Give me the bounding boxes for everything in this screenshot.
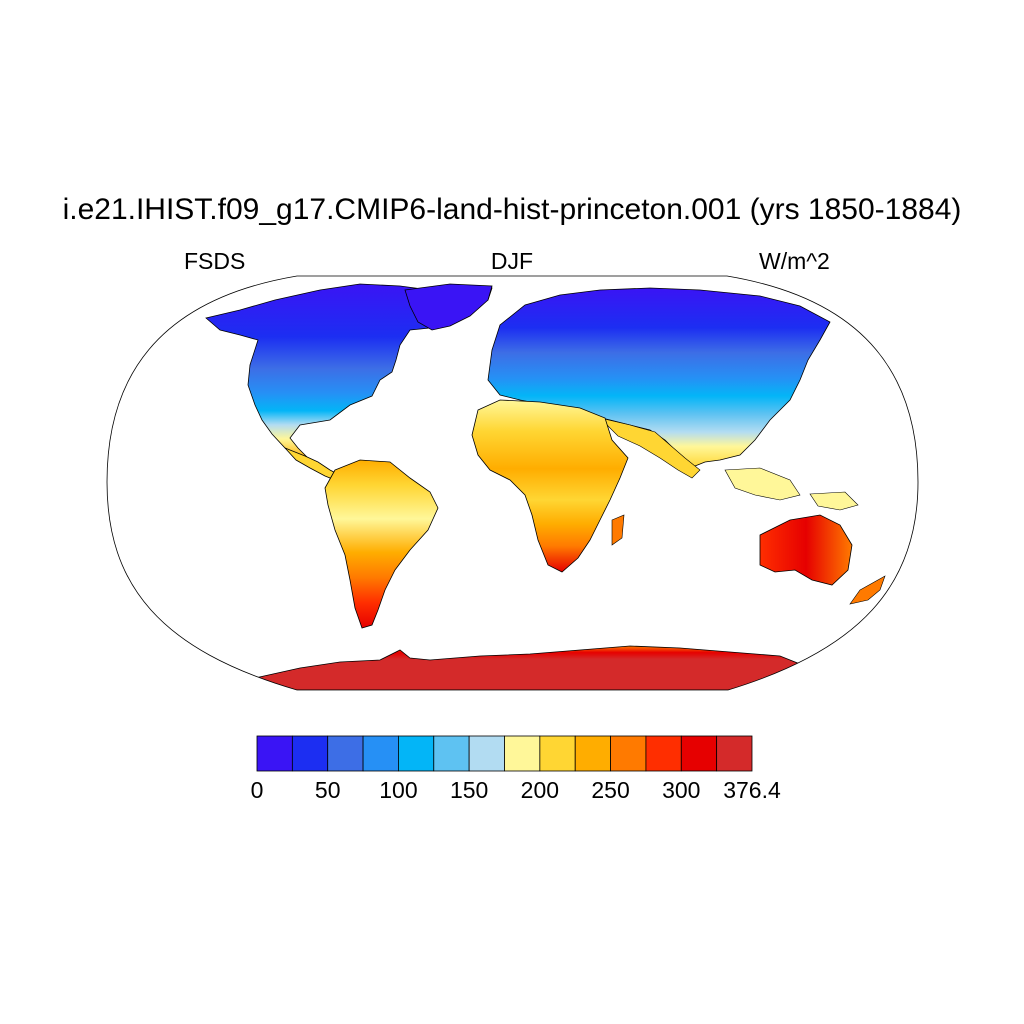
map-title: i.e21.IHIST.f09_g17.CMIP6-land-hist-prin… bbox=[62, 193, 962, 226]
colorbar-box bbox=[433, 735, 470, 772]
new-guinea-land bbox=[809, 491, 859, 511]
colorbar-box bbox=[398, 735, 435, 772]
colorbar-box bbox=[610, 735, 647, 772]
new-zealand-land bbox=[849, 575, 886, 605]
australia-land bbox=[759, 514, 853, 586]
season-label: DJF bbox=[490, 248, 534, 274]
colorbar-box bbox=[504, 735, 541, 772]
madagascar-land bbox=[611, 514, 625, 546]
colorbar-box bbox=[716, 735, 753, 772]
indonesia-land bbox=[724, 467, 801, 501]
colorbar-box bbox=[645, 735, 682, 772]
south-asia-land bbox=[599, 417, 701, 479]
colorbar-tick-label: 250 bbox=[591, 777, 630, 803]
colorbar-tick-label: 200 bbox=[520, 777, 560, 803]
colorbar-box bbox=[574, 735, 611, 772]
units-label: W/m^2 bbox=[759, 248, 830, 274]
south-america-land bbox=[324, 459, 439, 629]
colorbar-tick-label: 50 bbox=[314, 777, 341, 803]
greenland-land bbox=[404, 283, 493, 331]
colorbar-tick-label: 376.4 bbox=[723, 777, 781, 803]
africa-land bbox=[471, 399, 629, 573]
colorbar-box bbox=[539, 735, 576, 772]
colorbar-box bbox=[680, 735, 718, 772]
colorbar-tick-label: 300 bbox=[662, 777, 701, 803]
colorbar-box bbox=[327, 735, 364, 772]
globe-outline bbox=[106, 275, 919, 691]
colorbar-tick-label: 0 bbox=[250, 777, 264, 803]
colorbar-tick-label: 150 bbox=[449, 777, 489, 803]
colorbar-box bbox=[256, 735, 293, 772]
colorbar-box bbox=[468, 735, 505, 772]
colorbar-tick-label: 100 bbox=[379, 777, 418, 803]
colorbar-box bbox=[362, 735, 399, 772]
variable-label: FSDS bbox=[184, 248, 246, 274]
colorbar-box bbox=[291, 735, 329, 772]
